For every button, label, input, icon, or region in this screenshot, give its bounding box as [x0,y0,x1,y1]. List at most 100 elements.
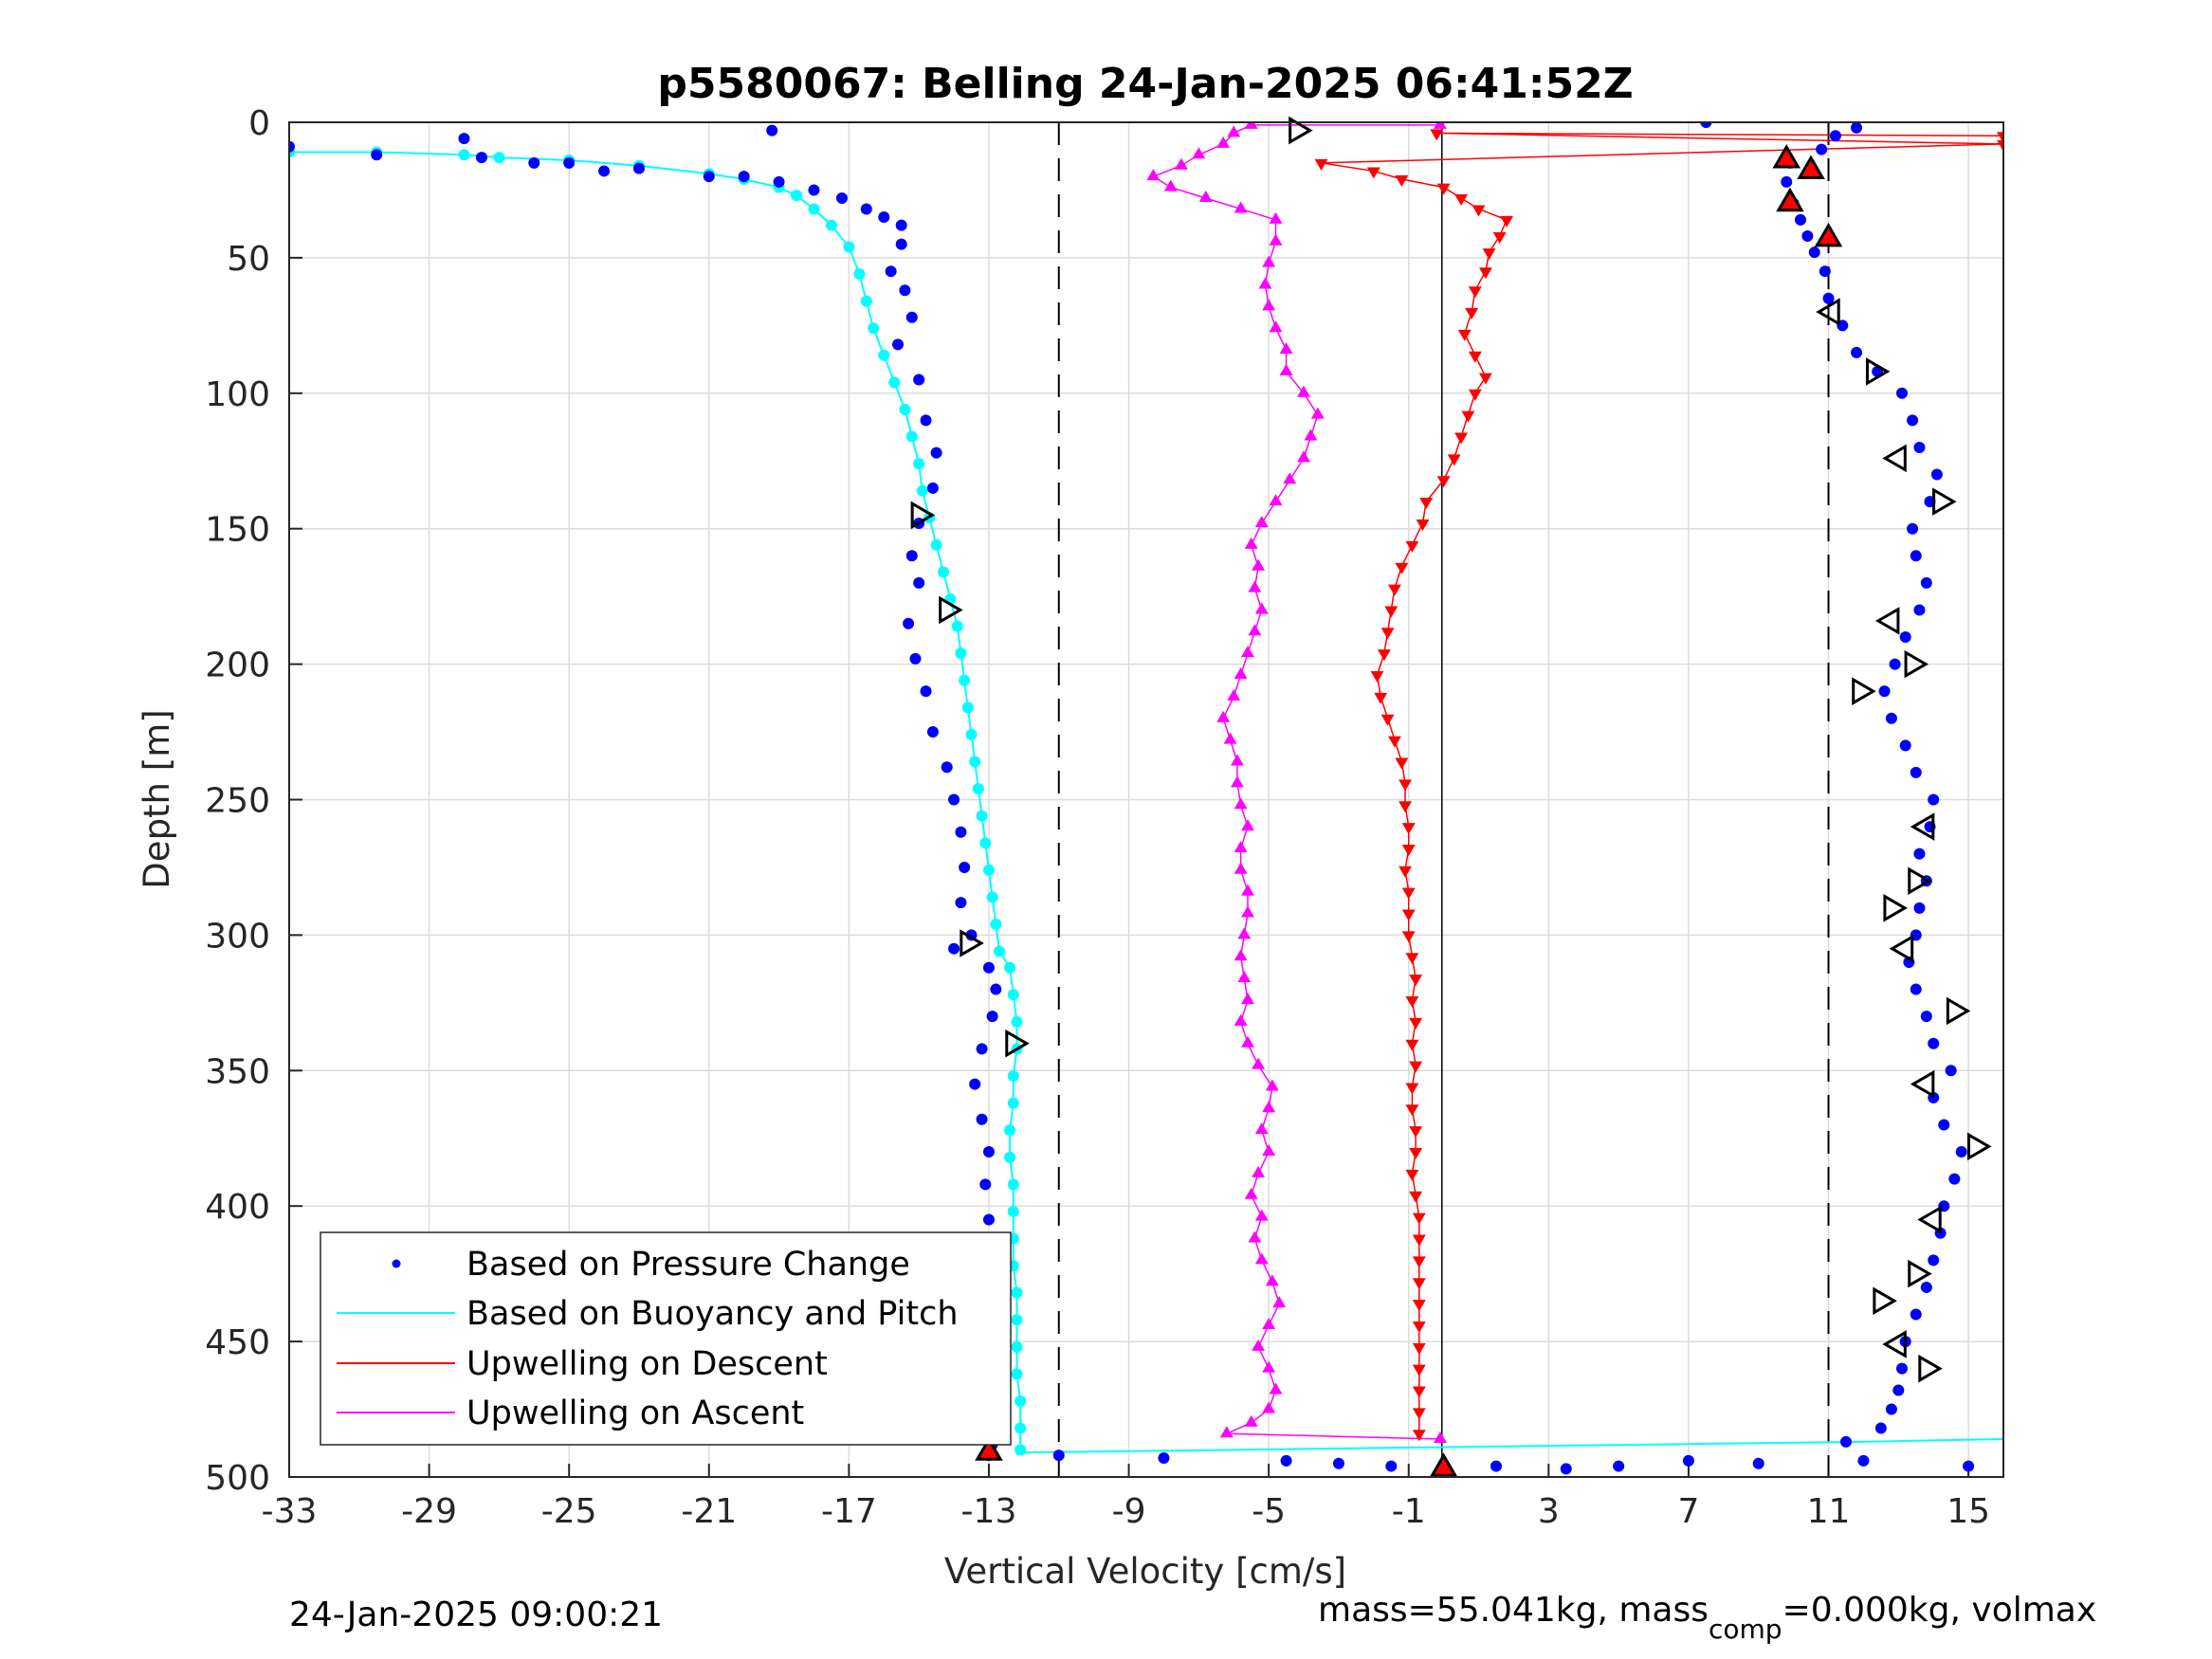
pressure-point [955,897,967,909]
x-tick-label: -5 [1252,1492,1286,1531]
upwelling-descent-point [1377,649,1391,662]
upwelling-descent-point [1465,308,1479,320]
upwelling-ascent-point [1234,949,1248,961]
pressure-point [1885,1403,1897,1415]
upwelling-ascent-point [1244,537,1258,549]
pressure-point [860,203,872,215]
pressure-point [895,238,907,250]
upwelling-descent-point [1997,139,2003,152]
pressure-point [1928,793,1940,806]
roll-marker-right [1932,487,1957,516]
upwelling-descent-point [1374,692,1388,704]
x-tick-label: -1 [1392,1492,1426,1531]
legend-buoyancy-label: Based on Buoyancy and Pitch [466,1295,959,1333]
pressure-point [1822,292,1835,304]
upwelling-descent-point [1409,1061,1423,1073]
y-tick-label: 500 [205,1459,270,1498]
footer-mass-sub: comp [1709,1613,1782,1645]
upwelling-descent-point [1401,887,1416,900]
pressure-point [528,156,540,169]
upwelling-ascent-point [1216,710,1231,722]
pressure-point [1928,1037,1940,1049]
buoyancy-point [1015,1395,1027,1407]
buoyancy-point [1011,1340,1023,1353]
upwelling-descent-point [1401,823,1416,835]
upwelling-ascent-point [1297,385,1311,397]
buoyancy-point [868,322,880,335]
upwelling-ascent-point [1279,342,1293,355]
pressure-point [909,652,922,665]
upwelling-ascent-point [1227,125,1241,137]
pressure-point [1857,1454,1870,1467]
upwelling-ascent-point [1241,905,1254,918]
footer-timestamp: 24-Jan-2025 09:00:21 [289,1595,663,1634]
buoyancy-point [843,241,855,253]
pressure-point [1819,265,1831,278]
upwelling-descent-point [1461,410,1475,423]
upwelling-ascent-point [1254,602,1269,614]
pressure-point [1928,1254,1940,1267]
upwelling-ascent-point [1262,255,1276,267]
pressure-point [289,140,295,153]
roll-marker-left [1889,934,1914,963]
pressure-point [1899,739,1911,752]
buoyancy-point [1011,1015,1023,1028]
upwelling-ascent-point [1248,624,1262,636]
pressure-point [1801,230,1814,243]
upwelling-descent-point [1412,1364,1426,1376]
upwelling-ascent-point [1234,862,1248,874]
upwelling-ascent-point [1262,1401,1276,1413]
pressure-point [982,961,995,974]
upwelling-descent-point [1409,1148,1423,1160]
upwelling-descent-point [1454,194,1469,207]
upwelling-descent-point [1405,1039,1419,1051]
pressure-point [885,265,897,278]
legend-pressure-label: Based on Pressure Change [466,1246,910,1284]
upwelling-descent-point [1405,953,1419,965]
pressure-point [1948,1173,1961,1185]
pressure-point [1920,1011,1932,1023]
red-up-marker [1797,155,1825,179]
upwelling-descent-point [1380,714,1395,726]
pressure-point [773,175,785,188]
buoyancy-point [791,190,803,202]
upwelling-ascent-point [1227,688,1241,701]
buoyancy-point [965,728,978,740]
pressure-point [1930,468,1943,481]
upwelling-descent-point [1468,286,1482,299]
upwelling-ascent-point [1262,1360,1276,1373]
roll-marker-right [1873,1286,1897,1316]
upwelling-descent-point [1409,1191,1423,1203]
red-up-marker [975,1436,1003,1461]
pressure-point [1874,1422,1887,1434]
y-tick-label: 400 [205,1188,270,1227]
pressure-point [1955,1146,1967,1158]
axes-box [288,121,2004,1478]
upwelling-ascent-point [1269,494,1283,506]
pressure-point [941,761,953,774]
buoyancy-point [1004,1151,1016,1163]
roll-marker-right [1005,1029,1030,1058]
upwelling-descent-point [1412,1278,1426,1290]
buoyancy-point [913,458,925,470]
x-tick-label: -9 [1112,1492,1146,1531]
roll-marker-right [1908,866,1932,896]
footer-mass-suffix: =0.000kg, volmax [1782,1591,2097,1630]
upwelling-descent-point [1412,1430,1426,1442]
roll-marker-right [939,595,963,625]
buoyancy-point [959,674,971,686]
y-tick-label: 200 [205,647,270,685]
upwelling-descent-point [1430,129,1444,141]
buoyancy-point [1007,1070,1019,1083]
y-axis-label: Depth [m] [137,709,177,888]
upwelling-ascent-point [1234,667,1248,680]
buoyancy-point [990,918,1002,930]
pressure-point [920,685,932,698]
upwelling-ascent-point [1198,191,1213,203]
x-tick-label: -33 [262,1492,318,1531]
buoyancy-point [1011,1286,1023,1299]
roll-marker-right [1904,649,1929,679]
y-tick-label: 300 [205,917,270,956]
red-up-marker [1772,144,1801,169]
pressure-point [976,1043,988,1055]
